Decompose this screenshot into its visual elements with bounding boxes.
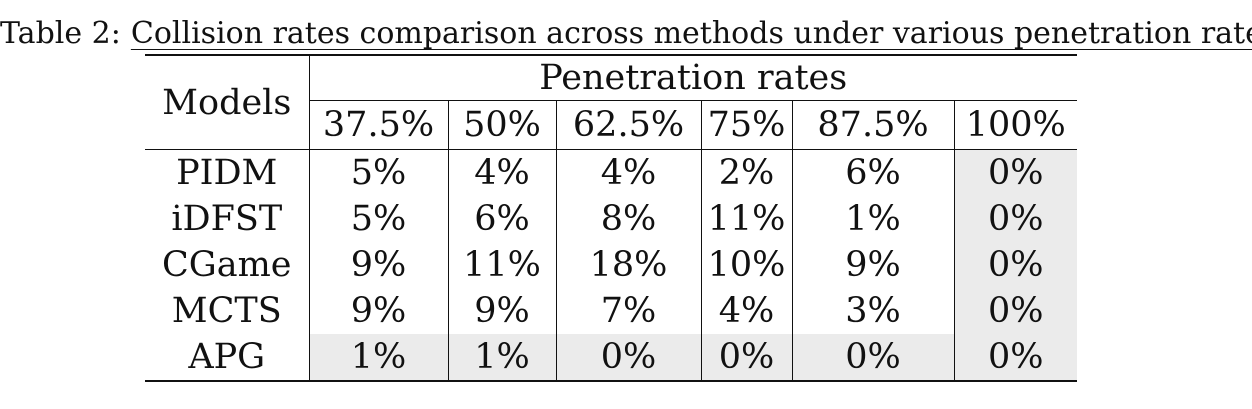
caption-text: Collision rates comparison across method… [130, 16, 1252, 51]
rate-cell: 18% [555, 242, 701, 288]
model-name: MCTS [171, 291, 282, 331]
rate-cell: 7% [555, 288, 701, 334]
rate-cell-highlighted: 0% [791, 334, 954, 382]
column-header: 50% [447, 100, 556, 150]
rate-cell-highlighted: 0% [953, 196, 1077, 242]
column-header: 37.5% [308, 100, 448, 150]
table-row: APG 1% 1% 0% 0% 0% 0% [145, 334, 1077, 382]
header-row-columns: 37.5% 50% 62.5% 75% 87.5% 100% [145, 100, 1077, 150]
rate-cell-highlighted: 1% [308, 334, 448, 382]
column-header: 87.5% [791, 100, 954, 150]
rate-cell-highlighted: 0% [555, 334, 701, 382]
rate-cell: 11% [447, 242, 556, 288]
rate-cell: 9% [308, 288, 448, 334]
rate-cell: 4% [555, 149, 701, 196]
header-row-group: Models Penetration rates [145, 54, 1077, 150]
rate-cell: 6% [791, 149, 954, 196]
rate-cell: 9% [308, 242, 448, 288]
rate-cell-highlighted: 0% [953, 242, 1077, 288]
rate-cell: 5% [308, 196, 448, 242]
table-row: MCTS 9% 9% 7% 4% 3% 0% [145, 288, 1077, 334]
penetration-rates-header: Penetration rates [308, 54, 1077, 101]
rate-cell: 5% [308, 149, 448, 196]
rate-cell: 4% [447, 149, 556, 196]
model-name: PIDM [176, 153, 278, 193]
model-name: iDFST [171, 199, 283, 239]
table-row: CGame 9% 11% 18% 10% 9% 0% [145, 242, 1077, 288]
rate-cell-highlighted: 0% [700, 334, 792, 382]
column-header: 100% [953, 100, 1077, 150]
model-name: CGame [161, 245, 292, 285]
rate-cell: 4% [700, 288, 792, 334]
rate-cell: 11% [700, 196, 792, 242]
rate-cell: 6% [447, 196, 556, 242]
caption-label: Table 2: [0, 16, 121, 51]
rate-cell: 8% [555, 196, 701, 242]
table-row: PIDM 5% 4% 4% 2% 6% 0% [145, 149, 1077, 196]
table-row: iDFST 5% 6% 8% 11% 1% 0% [145, 196, 1077, 242]
rate-cell-highlighted: 1% [447, 334, 556, 382]
models-header: Models [145, 54, 309, 150]
rate-cell: 10% [700, 242, 792, 288]
collision-rates-table: Models Penetration rates 37.5% 50% 62.5%… [145, 54, 1077, 382]
column-header: 62.5% [555, 100, 701, 150]
table-caption: Table 2: Collision rates comparison acros… [0, 16, 1252, 51]
rate-cell: 9% [791, 242, 954, 288]
rate-cell-highlighted: 0% [953, 288, 1077, 334]
model-name: APG [145, 334, 309, 382]
rate-cell: 9% [447, 288, 556, 334]
column-header: 75% [700, 100, 792, 150]
rate-cell: 3% [791, 288, 954, 334]
rate-cell: 2% [700, 149, 792, 196]
rate-cell-highlighted: 0% [953, 149, 1077, 196]
rate-cell-highlighted: 0% [953, 334, 1077, 382]
rate-cell: 1% [791, 196, 954, 242]
